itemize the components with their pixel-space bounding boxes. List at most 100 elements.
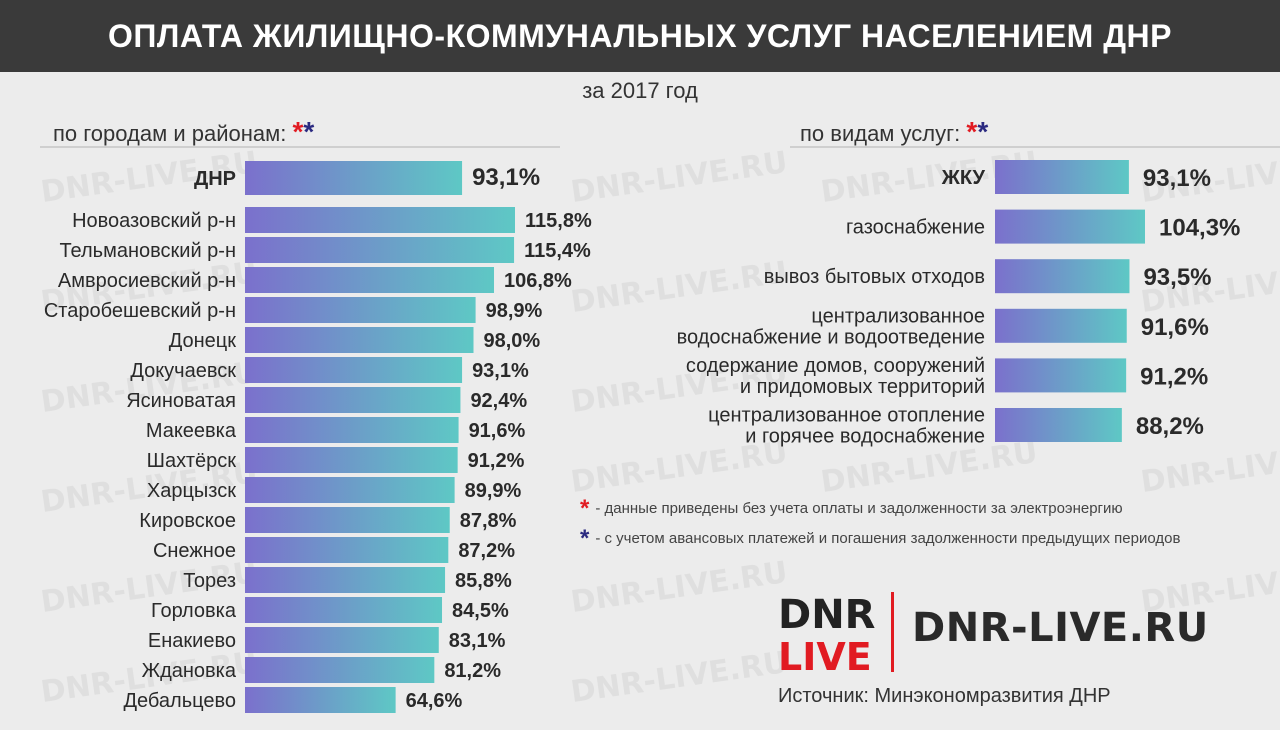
bar	[245, 327, 474, 353]
right-section-divider	[790, 146, 1280, 148]
value-label: 115,8%	[525, 210, 592, 232]
value-label: 98,0%	[483, 330, 540, 352]
category-label: Тельмановский р-н	[59, 240, 236, 262]
category-label: Кировское	[139, 510, 236, 532]
bar	[995, 160, 1129, 194]
bar	[245, 657, 435, 683]
subtitle: за 2017 год	[582, 78, 698, 103]
category-label: Новоазовский р-н	[72, 210, 236, 232]
blue-asterisk: *	[303, 116, 315, 147]
value-label: 93,5%	[1143, 264, 1211, 291]
source-note: Источник: Минэкономразвития ДНР	[778, 685, 1111, 707]
site-name: DNR-LIVE.RU	[912, 605, 1209, 651]
value-label: 91,2%	[1140, 363, 1208, 390]
bar	[245, 417, 459, 443]
dnr-live-logo: DNR LIVE	[778, 592, 875, 672]
blue-asterisk: *	[977, 116, 989, 147]
bar	[995, 308, 1127, 343]
category-label: Дебальцево	[123, 690, 236, 712]
category-label: централизованное	[811, 305, 985, 327]
category-label: Харцызск	[147, 480, 236, 502]
bar	[245, 687, 396, 713]
red-asterisk: *	[580, 495, 590, 522]
category-label: ЖКУ	[941, 167, 986, 189]
value-label: 91,6%	[1141, 314, 1209, 341]
value-label: 93,1%	[1143, 165, 1211, 192]
bar	[245, 477, 455, 503]
category-label: Горловка	[151, 600, 237, 622]
footnote-blue-text: - с учетом авансовых платежей и погашени…	[595, 529, 1181, 547]
value-label: 89,9%	[465, 480, 522, 502]
logo-divider	[891, 592, 894, 672]
category-label: централизованное отопление	[708, 405, 985, 427]
value-label: 115,4%	[524, 240, 591, 262]
value-label: 93,1%	[472, 164, 540, 191]
logo-top-text: DNR	[778, 592, 875, 638]
category-label: ДНР	[194, 168, 236, 190]
value-label: 104,3%	[1159, 215, 1240, 242]
value-label: 87,2%	[458, 540, 515, 562]
bar	[245, 507, 450, 533]
bar	[245, 161, 463, 195]
value-label: 91,2%	[468, 450, 525, 472]
value-label: 106,8%	[504, 270, 572, 292]
category-label: водоснабжение и водоотведение	[677, 326, 985, 348]
bar	[245, 297, 476, 323]
bar	[995, 408, 1122, 442]
red-asterisk: *	[292, 116, 304, 147]
bar	[245, 597, 443, 623]
bar	[245, 567, 446, 593]
footnote-blue: * - с учетом авансовых платежей и погашен…	[580, 525, 1180, 553]
bar	[995, 259, 1130, 294]
logo-bottom-text: LIVE	[778, 635, 872, 672]
category-label: Докучаевск	[130, 360, 236, 382]
category-label: Донецк	[169, 330, 237, 352]
category-label: Старобешевский р-н	[44, 300, 236, 322]
value-label: 88,2%	[1136, 413, 1204, 440]
footnote-red-text: - данные приведены без учета оплаты и за…	[595, 499, 1123, 517]
category-label: вывоз бытовых отходов	[764, 266, 985, 288]
right-section-label: по видам услуг:	[800, 121, 961, 146]
right-section-heading: по видам услуг: **	[800, 116, 988, 148]
bar	[245, 237, 515, 263]
category-label: Макеевка	[146, 420, 237, 442]
bar	[245, 447, 458, 473]
bar	[245, 387, 461, 413]
value-label: 84,5%	[452, 600, 509, 622]
bar	[245, 267, 495, 293]
category-label: Торез	[183, 570, 236, 592]
bar	[245, 537, 449, 563]
bar	[245, 207, 515, 233]
left-section-label: по городам и районам:	[53, 121, 287, 146]
category-label: Енакиево	[148, 630, 236, 652]
category-label: Амвросиевский р-н	[58, 270, 236, 292]
value-label: 91,6%	[469, 420, 526, 442]
category-label: Ясиноватая	[126, 390, 236, 412]
value-label: 87,8%	[460, 510, 517, 532]
value-label: 81,2%	[444, 660, 501, 682]
bar	[995, 209, 1145, 244]
category-label: содержание домов, сооружений	[686, 355, 985, 377]
category-label: и горячее водоснабжение	[745, 426, 985, 448]
value-label: 93,1%	[472, 360, 529, 382]
left-section-heading: по городам и районам: **	[53, 116, 314, 148]
blue-asterisk: *	[580, 525, 590, 552]
value-label: 85,8%	[455, 570, 512, 592]
header-bar: ОПЛАТА ЖИЛИЩНО-КОММУНАЛЬНЫХ УСЛУГ НАСЕЛЕ…	[0, 0, 1280, 72]
left-section-divider	[40, 146, 560, 148]
category-label: Шахтёрск	[147, 450, 237, 472]
bar	[995, 358, 1127, 393]
category-label: Снежное	[153, 540, 236, 562]
value-label: 64,6%	[406, 690, 463, 712]
bar	[245, 627, 439, 653]
value-label: 98,9%	[486, 300, 543, 322]
category-label: и придомовых территорий	[740, 376, 985, 398]
value-label: 92,4%	[470, 390, 527, 412]
footnote-red: * - данные приведены без учета оплаты и з…	[580, 495, 1123, 523]
red-asterisk: *	[966, 116, 978, 147]
category-label: Ждановка	[142, 660, 237, 682]
bar	[245, 357, 463, 383]
value-label: 83,1%	[449, 630, 506, 652]
